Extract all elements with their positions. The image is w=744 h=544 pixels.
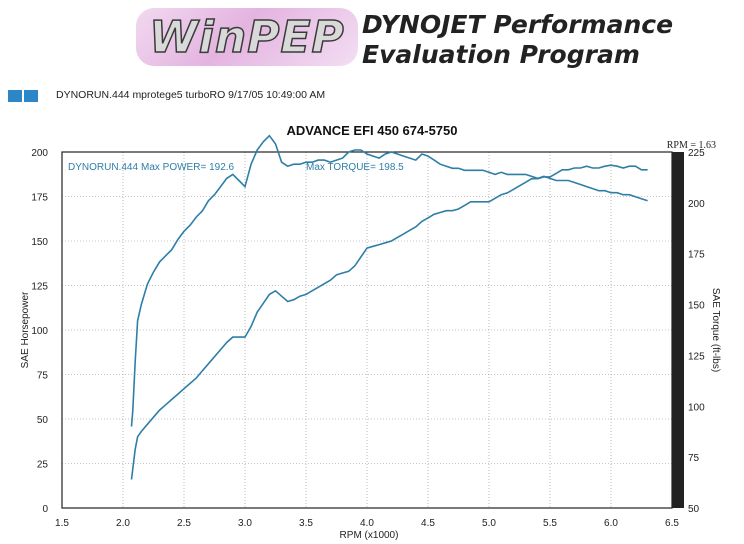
program-title-line1: DYNOJET Performance bbox=[362, 10, 674, 39]
chart-title: ADVANCE EFI 450 674-5750 bbox=[286, 123, 457, 138]
x-tick-label: 6.0 bbox=[604, 518, 618, 529]
series-line-torque bbox=[130, 134, 648, 427]
y-tick-label: 75 bbox=[37, 371, 49, 382]
run-square-icon bbox=[24, 90, 38, 102]
logo-text: WinPEP bbox=[149, 11, 345, 64]
y-tick-label: 175 bbox=[31, 193, 48, 204]
tick-labels: 1.5 2.0 2.5 3.0 3.5 4.0 4.5 5.0 5.5 6.0 6.5 0 25 50 75… bbox=[31, 148, 705, 529]
y-axis-label: SAE Horsepower bbox=[20, 291, 31, 368]
right-axis-bar bbox=[672, 152, 684, 508]
x-tick-label: 1.5 bbox=[55, 518, 69, 529]
legend-max-power: Max POWER= 192.6 bbox=[141, 162, 235, 173]
program-title-line2: Evaluation Program bbox=[362, 40, 640, 69]
y2-tick-label: 150 bbox=[688, 301, 705, 312]
y-tick-label: 125 bbox=[31, 282, 48, 293]
x-tick-label: 5.0 bbox=[482, 518, 496, 529]
y2-tick-label: 200 bbox=[688, 199, 705, 210]
x-tick-label: 4.5 bbox=[421, 518, 435, 529]
x-tick-label: 3.0 bbox=[238, 518, 252, 529]
y-tick-label: 100 bbox=[31, 326, 48, 337]
y2-tick-label: 225 bbox=[688, 148, 705, 159]
run-square-icon bbox=[8, 90, 22, 102]
y-tick-label: 200 bbox=[31, 148, 48, 159]
x-tick-label: 6.5 bbox=[665, 518, 679, 529]
y2-tick-label: 75 bbox=[688, 453, 700, 464]
y2-tick-label: 125 bbox=[688, 351, 705, 362]
y-tick-label: 0 bbox=[42, 504, 48, 515]
y2-tick-label: 100 bbox=[688, 402, 705, 413]
grid bbox=[61, 151, 673, 509]
x-axis-label: RPM (x1000) bbox=[340, 530, 399, 541]
y2-axis-label: SAE Torque (ft-lbs) bbox=[710, 288, 721, 372]
x-tick-label: 4.0 bbox=[360, 518, 374, 529]
y2-tick-label: 175 bbox=[688, 250, 705, 261]
x-tick-label: 2.5 bbox=[177, 518, 191, 529]
x-tick-label: 2.0 bbox=[116, 518, 130, 529]
y2-tick-label: 50 bbox=[688, 504, 700, 515]
x-tick-label: 5.5 bbox=[543, 518, 557, 529]
run-info: DYNORUN.444 mprotege5 turboRO 9/17/05 10… bbox=[56, 89, 326, 101]
run-icon-group bbox=[8, 90, 38, 102]
y-tick-label: 25 bbox=[37, 460, 49, 471]
x-tick-label: 3.5 bbox=[299, 518, 313, 529]
y-tick-label: 150 bbox=[31, 237, 48, 248]
rpm-note: RPM = 1.63 bbox=[667, 140, 716, 151]
legend-max-torque: Max TORQUE= 198.5 bbox=[306, 162, 404, 173]
y-tick-label: 50 bbox=[37, 415, 49, 426]
series-line-horsepower bbox=[130, 164, 648, 480]
legend-run: DYNORUN.444 bbox=[68, 162, 138, 173]
winpep-logo: WinPEP bbox=[136, 8, 358, 66]
